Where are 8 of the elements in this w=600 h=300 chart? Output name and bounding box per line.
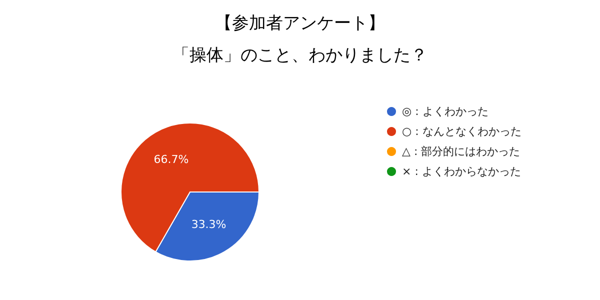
data-label: 33.3% <box>191 218 226 231</box>
chart-title: 【参加者アンケート】 <box>215 14 385 34</box>
chart-subtitle: 「操体」のこと、わかりました？ <box>172 46 428 66</box>
legend-label: △ : 部分的にはわかった <box>402 145 520 158</box>
legend-label: ○ : なんとなくわかった <box>402 125 522 138</box>
data-label: 66.7% <box>154 153 189 166</box>
legend-label: × : よくわからなかった <box>402 165 521 178</box>
legend-label: ◎ : よくわかった <box>402 105 488 118</box>
